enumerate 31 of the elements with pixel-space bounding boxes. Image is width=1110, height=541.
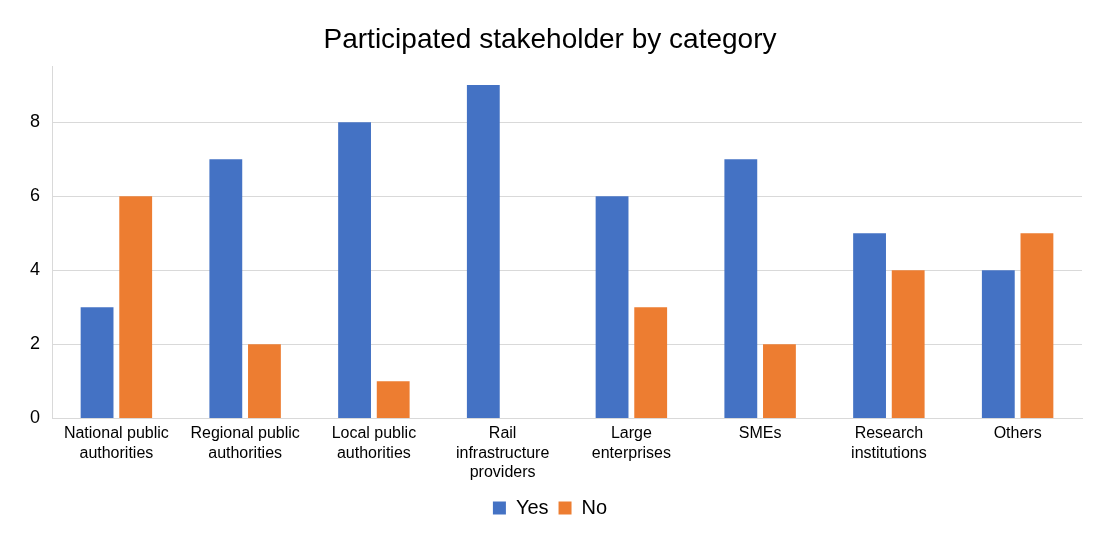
x-tick-label: Rail infrastructure providers bbox=[455, 424, 550, 480]
legend-label: Yes bbox=[515, 495, 549, 518]
bar bbox=[1020, 233, 1054, 418]
bar bbox=[634, 307, 668, 418]
x-tick-label: Large enterprises bbox=[591, 424, 671, 461]
bar bbox=[853, 233, 886, 418]
y-tick-label: 0 bbox=[30, 407, 41, 428]
bar bbox=[981, 270, 1015, 418]
y-tick-label: 6 bbox=[30, 185, 41, 206]
bar bbox=[376, 381, 410, 418]
bar bbox=[80, 307, 114, 418]
x-tick-label: Regional public authorities bbox=[190, 424, 300, 461]
bar bbox=[119, 196, 153, 418]
x-tick-label: Local public authorities bbox=[331, 424, 417, 461]
chart-title: Participated stakeholder by category bbox=[323, 22, 777, 54]
x-tick-label: Research institutions bbox=[851, 424, 927, 461]
bar bbox=[338, 122, 371, 418]
x-tick-label: Others bbox=[993, 424, 1042, 442]
y-tick-label: 4 bbox=[30, 259, 41, 280]
bar bbox=[724, 159, 758, 418]
bar bbox=[763, 344, 796, 418]
legend-label: No bbox=[581, 495, 608, 518]
bar bbox=[209, 159, 243, 418]
bar bbox=[248, 344, 281, 418]
bar bbox=[891, 270, 925, 418]
bar bbox=[595, 196, 629, 418]
x-tick-label: National public authorities bbox=[63, 424, 169, 461]
bar bbox=[466, 85, 500, 418]
x-tick-label: SMEs bbox=[738, 424, 782, 442]
y-tick-label: 8 bbox=[30, 111, 41, 132]
y-tick-label: 2 bbox=[30, 333, 41, 354]
